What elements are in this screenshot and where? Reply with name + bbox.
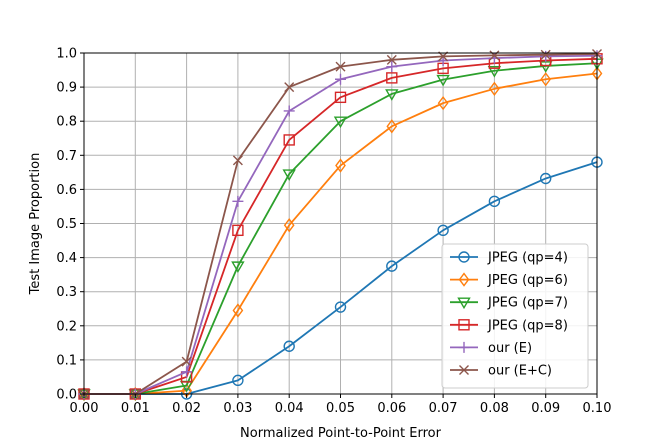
series-line: [84, 72, 598, 395]
x-tick-label: 0.08: [480, 401, 509, 416]
legend-label: JPEG (qp=6): [487, 273, 568, 288]
x-tick-label: 0.05: [326, 401, 355, 416]
data-point: [437, 224, 449, 237]
x-tick-label: 0.03: [223, 401, 252, 416]
data-point: [538, 61, 553, 73]
x-tick-label: 0.04: [275, 401, 304, 416]
legend-label: JPEG (qp=4): [487, 251, 568, 266]
legend: JPEG (qp=4) JPEG (qp=6) JPEG (qp=7) JPEG (q…: [441, 243, 589, 389]
legend-item: JPEG (qp=6): [450, 272, 568, 288]
series-4: [78, 50, 603, 400]
data-point: [333, 116, 348, 129]
data-point: [181, 366, 193, 378]
data-point: [386, 61, 398, 73]
y-tick-label: 1.0: [56, 47, 77, 62]
data-point: [335, 158, 346, 173]
data-point: [181, 356, 192, 367]
y-tick-label: 0.9: [56, 81, 77, 96]
y-tick-label: 0.8: [56, 115, 77, 130]
data-point: [488, 52, 500, 64]
y-tick-label: 0.6: [56, 183, 77, 198]
data-point: [487, 66, 502, 78]
data-point: [489, 81, 500, 96]
data-point: [335, 61, 346, 72]
x-tick-label: 0.09: [531, 401, 560, 416]
data-point: [232, 303, 244, 318]
data-point: [437, 95, 449, 111]
x-tick-label: 0.01: [121, 401, 150, 416]
data-point: [488, 195, 501, 208]
legend-marker: [458, 341, 470, 353]
data-point: [232, 155, 243, 166]
data-point: [436, 74, 450, 87]
y-tick-label: 0.3: [56, 285, 77, 300]
y-tick-label: 0.5: [56, 217, 77, 232]
x-tick-label: 0.06: [377, 401, 406, 416]
legend-marker: [458, 319, 470, 331]
series-5: [79, 49, 602, 399]
y-axis-label: Test Image Proportion: [28, 153, 43, 296]
legend-label: JPEG (qp=7): [487, 296, 568, 311]
y-tick-label: 0.4: [56, 251, 77, 266]
legend-item: JPEG (qp=8): [450, 318, 568, 333]
legend-marker: [457, 297, 471, 310]
legend-label: our (E): [488, 341, 532, 356]
x-tick-label: 0.02: [172, 401, 201, 416]
series-line: [84, 57, 598, 395]
data-point: [334, 91, 347, 104]
data-point: [335, 73, 346, 85]
legend-marker: [458, 251, 470, 263]
legend-label: our (E+C): [488, 364, 552, 379]
legend-box: [441, 243, 589, 389]
y-tick-label: 0.2: [56, 319, 77, 334]
x-axis-label: Normalized Point-to-Point Error: [240, 426, 442, 441]
data-point: [232, 195, 244, 207]
legend-marker: [459, 365, 469, 375]
data-point: [232, 374, 244, 387]
data-point: [540, 72, 552, 87]
data-point: [386, 119, 398, 134]
legend-item: our (E+C): [450, 364, 552, 379]
data-point: [540, 49, 551, 60]
data-point: [282, 169, 296, 181]
legend-item: JPEG (qp=4): [450, 251, 568, 266]
data-point: [283, 340, 295, 352]
x-tick-label: 0.00: [70, 401, 99, 416]
data-point: [386, 54, 397, 65]
data-point: [284, 82, 295, 93]
legend-marker: [458, 272, 470, 287]
axis-ticks: 0.00 0.01 0.02 0.03 0.04 0.05 0.06 0.07 0.08 0.09…: [56, 47, 611, 417]
series-line: [84, 62, 598, 395]
data-point: [283, 218, 295, 233]
y-tick-label: 0.0: [56, 388, 77, 403]
legend-item: JPEG (qp=7): [450, 296, 568, 311]
data-point: [283, 105, 295, 117]
data-point: [283, 134, 295, 146]
data-point: [386, 72, 398, 84]
data-point: [386, 260, 398, 272]
data-point: [385, 89, 399, 101]
data-point: [232, 224, 244, 237]
data-point: [231, 261, 245, 274]
y-tick-label: 0.7: [56, 149, 77, 164]
data-point: [489, 50, 500, 61]
data-point: [540, 172, 552, 185]
series-layer: [77, 49, 604, 402]
data-point: [334, 301, 347, 313]
y-tick-label: 0.1: [56, 353, 77, 368]
legend-label: JPEG (qp=8): [487, 318, 568, 333]
x-tick-label: 0.10: [583, 401, 612, 416]
legend-item: our (E): [450, 341, 532, 356]
x-tick-label: 0.07: [429, 401, 458, 416]
